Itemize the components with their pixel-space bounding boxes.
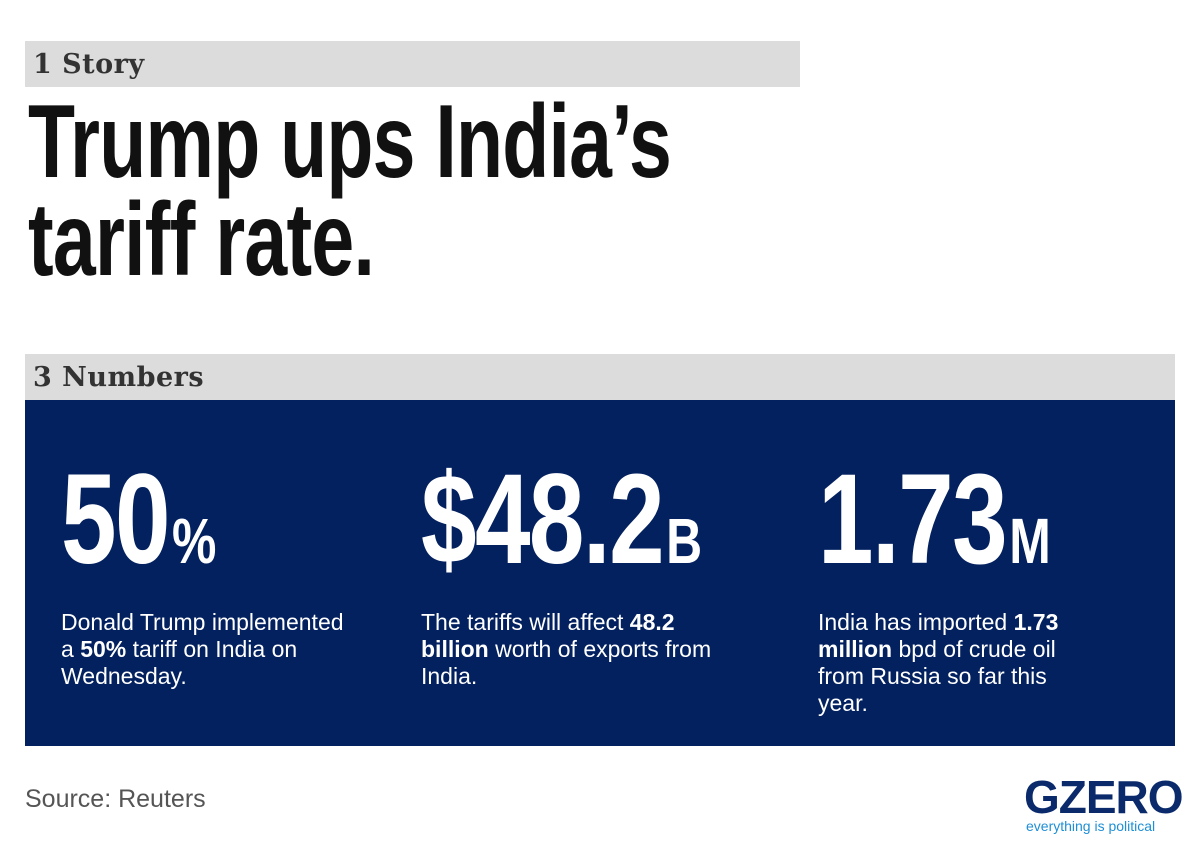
gzero-logo: GZERO everything is political	[1022, 771, 1184, 838]
stat-description: India has imported 1.73 million bpd of c…	[818, 609, 1093, 717]
stat-figure-unit: %	[172, 505, 216, 577]
headline: Trump ups India’s tariff rate.	[28, 90, 672, 292]
stat-figure-value: $48.2	[421, 448, 665, 591]
stat-text-part: tariff on India on Wednesday.	[61, 636, 298, 689]
stat-text-part: bpd of crude oil from Russia so far this…	[818, 636, 1056, 716]
logo-tagline: everything is political	[1026, 818, 1156, 834]
stat-description: Donald Trump implemented a 50% tariff on…	[61, 609, 361, 690]
stat-text-part: The tariffs will affect	[421, 609, 630, 635]
stat-figure: 1.73M	[818, 456, 1051, 584]
numbers-section-bar: 3 Numbers	[25, 354, 1175, 400]
headline-line-2: tariff rate.	[28, 182, 375, 298]
numbers-panel: 50% Donald Trump implemented a 50% tarif…	[25, 400, 1175, 746]
stat-figure-unit: M	[1009, 505, 1051, 577]
stat-text-highlight: 48.2 billion	[421, 609, 675, 662]
stat-figure: 50%	[61, 456, 216, 584]
source-credit: Source: Reuters	[25, 785, 206, 813]
stat-figure-value: 50	[61, 448, 170, 591]
numbers-section-label: 3 Numbers	[33, 362, 205, 393]
stat-description: The tariffs will affect 48.2 billion wor…	[421, 609, 721, 690]
stat-text-part: Donald Trump implemented a	[61, 609, 344, 662]
stat-text-highlight: 50%	[80, 636, 127, 662]
headline-line-1: Trump ups India’s	[28, 84, 672, 200]
story-section-label: 1 Story	[33, 49, 145, 80]
stat-figure-value: 1.73	[818, 448, 1008, 591]
stat-text-part: India has imported	[818, 609, 1014, 635]
stat-text-part: worth of exports from India.	[421, 636, 712, 689]
stat-text-highlight: 1.73 million	[818, 609, 1059, 662]
logo-wordmark: GZERO	[1024, 771, 1184, 823]
story-section-bar: 1 Story	[25, 41, 800, 87]
stat-figure: $48.2B	[421, 456, 702, 584]
stat-figure-unit: B	[666, 505, 702, 577]
